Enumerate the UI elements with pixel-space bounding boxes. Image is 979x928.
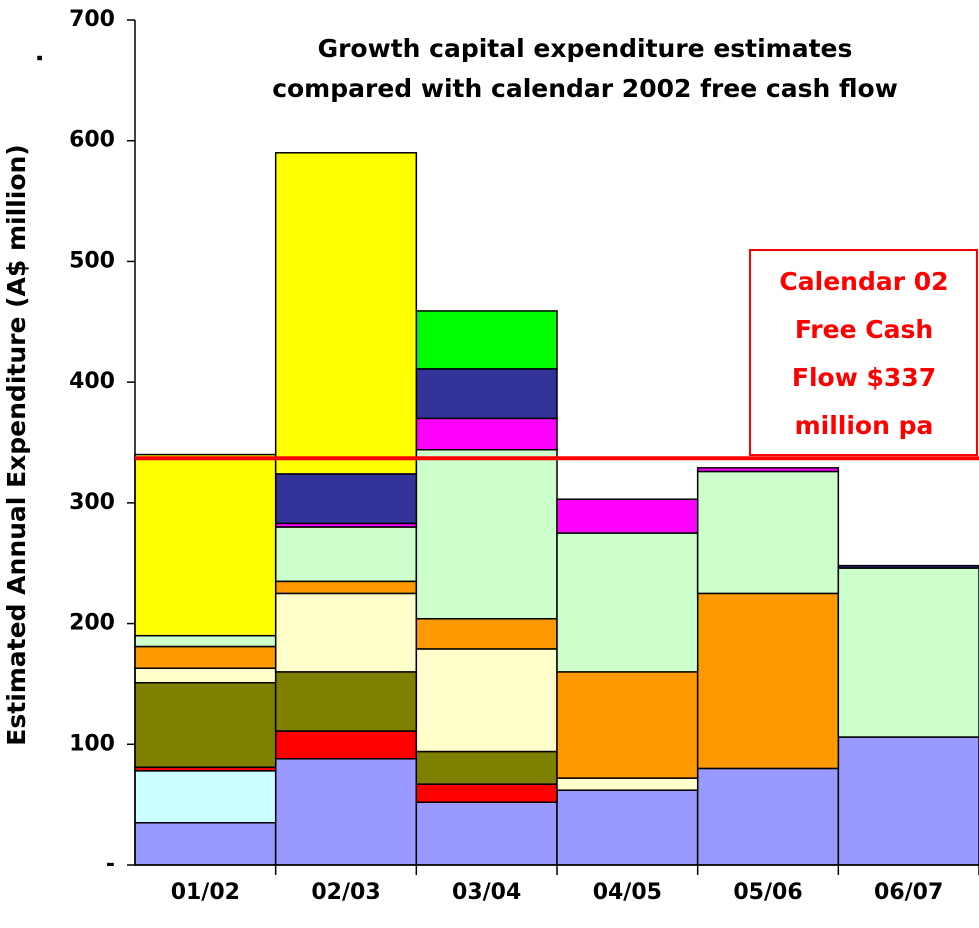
y-tick-label: 200 [69,611,115,636]
bar-segment [837,564,979,569]
bar-segment [415,801,558,866]
bar-segment [134,453,277,637]
x-tick-label: 04/05 [593,880,662,905]
x-tick-label: 05/06 [733,880,802,905]
bar-segment [134,681,277,768]
y-axis-label: Estimated Annual Expenditure (A$ million… [2,144,31,745]
bar-segment [415,648,558,753]
y-tick-label: 100 [69,731,115,756]
y-tick-label: 300 [69,490,115,515]
bar-segment [274,526,418,583]
bar-segment [556,789,699,866]
bar-segment [415,750,558,785]
bar-segment [274,671,418,732]
bar-segment [556,532,699,673]
annotation-box [749,249,978,456]
x-tick-label: 03/04 [452,880,521,905]
y-tick-label: 500 [69,248,115,273]
bar-segment [837,736,979,866]
x-tick-label: 01/02 [171,880,240,905]
bar-segment [415,617,558,650]
bar-segment [134,634,277,648]
x-tick-label: 02/03 [311,880,380,905]
y-tick-label: - [106,852,115,877]
bar-segment [415,310,558,370]
y-tick-label: 400 [69,369,115,394]
bar-segment [556,498,699,534]
bar-segment [134,667,277,684]
bar-segment [696,592,840,770]
bar-segment [696,470,840,595]
bar-segment [415,783,558,803]
bar-segment [134,770,277,824]
annotation-text: Calendar 02 [779,267,948,296]
y-tick-label: 700 [69,7,115,32]
bar-segment [415,368,558,420]
x-tick-label: 06/07 [874,880,943,905]
annotation-text: million pa [795,411,934,440]
bar-segment [274,758,418,866]
annotation-text: Free Cash [795,315,933,344]
chart-title: Growth capital expenditure estimates [318,34,853,63]
bar-segment [696,767,840,866]
bar-segment [274,592,418,673]
annotation-text: Flow $337 [792,363,936,392]
bar-segment [134,645,277,669]
bar-segment [415,448,558,620]
bar-segment [134,822,277,866]
bar-segment [274,152,418,475]
bar-segment [556,777,699,791]
y-tick-label: 600 [69,128,115,153]
y-axis-label-mark: . [19,53,48,63]
bar-segment [556,671,699,779]
bar-segment [696,467,840,473]
bar-segment [274,580,418,595]
bar-segment [837,567,979,738]
chart-title: compared with calendar 2002 free cash fl… [272,74,898,103]
bar-segment [274,473,418,525]
bar-segment [415,417,558,451]
bar-segment [274,730,418,760]
